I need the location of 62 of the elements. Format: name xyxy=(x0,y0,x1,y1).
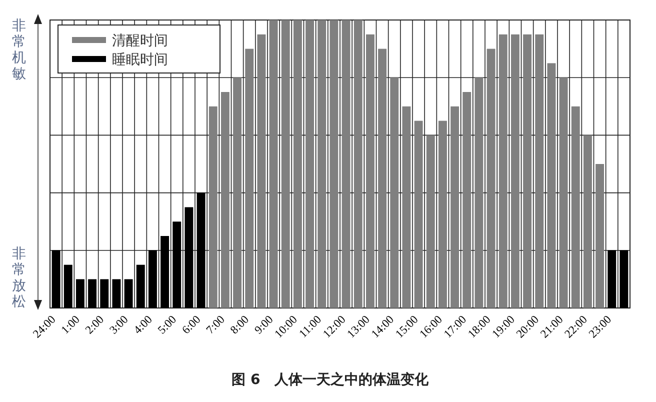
bar xyxy=(269,20,278,308)
bar xyxy=(559,78,568,308)
bar xyxy=(378,48,387,308)
bar xyxy=(196,192,206,308)
bar xyxy=(76,279,84,308)
bar xyxy=(498,34,508,308)
bar xyxy=(88,279,97,308)
bar xyxy=(426,135,435,308)
text: 非常机敏 xyxy=(12,18,26,82)
bar xyxy=(535,34,544,308)
bar xyxy=(414,120,423,308)
text: 非常放松 xyxy=(12,246,26,310)
bar xyxy=(148,250,157,308)
bar xyxy=(390,78,399,308)
bar xyxy=(160,236,170,308)
x-tick-label: 1:00 xyxy=(59,313,82,337)
bar xyxy=(281,20,290,308)
bar xyxy=(510,34,520,308)
bar xyxy=(124,279,133,308)
bar xyxy=(112,279,121,308)
bar xyxy=(620,250,628,308)
text: 图 6 人体一天之中的体温变化 xyxy=(232,371,430,388)
bar xyxy=(547,63,556,308)
x-tick-label: 9:00 xyxy=(252,313,276,337)
bar xyxy=(571,106,580,308)
bar xyxy=(583,135,592,308)
bar xyxy=(402,106,411,308)
bar xyxy=(257,34,266,308)
legend-label: 睡眠时间 xyxy=(112,52,168,68)
bar xyxy=(354,20,362,308)
bar xyxy=(52,250,60,308)
bar xyxy=(462,92,472,308)
bar xyxy=(184,207,194,308)
x-tick-label: 8:00 xyxy=(228,313,252,337)
bar xyxy=(608,250,616,308)
bar xyxy=(366,34,374,308)
bar xyxy=(64,264,72,308)
bar xyxy=(100,279,109,308)
bar xyxy=(306,20,314,308)
bar xyxy=(596,164,604,308)
bar xyxy=(330,20,338,308)
x-tick-label: 7:00 xyxy=(204,313,228,337)
bar xyxy=(233,78,242,308)
legend-label: 清醒时间 xyxy=(112,33,168,49)
bar xyxy=(136,264,145,308)
bar xyxy=(172,222,182,308)
bar xyxy=(342,20,350,308)
bar xyxy=(474,78,484,308)
bar xyxy=(293,20,302,308)
bar xyxy=(220,92,230,308)
bar xyxy=(486,48,496,308)
bar xyxy=(245,48,254,308)
x-tick-label: 5:00 xyxy=(156,313,180,337)
bar xyxy=(523,34,532,308)
bar xyxy=(208,106,218,308)
x-tick-label: 4:00 xyxy=(132,313,155,337)
x-tick-label: 3:00 xyxy=(108,313,131,337)
x-tick-label: 6:00 xyxy=(180,313,204,337)
bar xyxy=(438,120,447,308)
x-tick-label: 2:00 xyxy=(84,313,107,337)
bar xyxy=(318,20,326,308)
bar xyxy=(450,106,460,308)
